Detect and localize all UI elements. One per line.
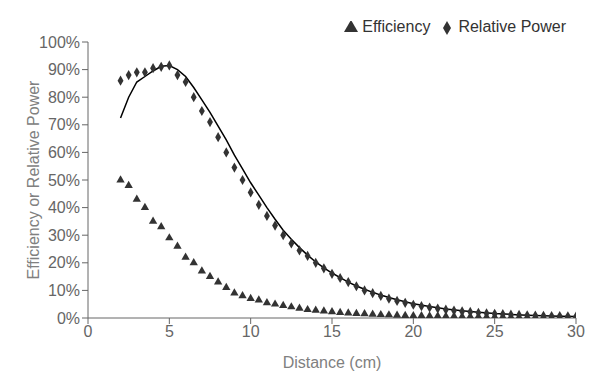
svg-text:0%: 0%	[57, 310, 80, 327]
svg-text:30%: 30%	[48, 227, 80, 244]
svg-text:Efficiency or Relative Power: Efficiency or Relative Power	[25, 80, 42, 280]
svg-text:70%: 70%	[48, 116, 80, 133]
html-text:Relative Power: Relative Power	[458, 18, 566, 35]
svg-text:10%: 10%	[48, 282, 80, 299]
svg-text:90%: 90%	[48, 61, 80, 78]
svg-text:0: 0	[84, 323, 93, 340]
svg-text:25: 25	[486, 323, 504, 340]
svg-text:60%: 60%	[48, 144, 80, 161]
svg-text:15: 15	[323, 323, 341, 340]
svg-text:Distance (cm): Distance (cm)	[283, 354, 382, 371]
svg-text:40%: 40%	[48, 199, 80, 216]
svg-text:50%: 50%	[48, 172, 80, 189]
svg-text:100%: 100%	[39, 34, 80, 51]
svg-text:80%: 80%	[48, 89, 80, 106]
svg-text:20: 20	[404, 323, 422, 340]
svg-text:10: 10	[242, 323, 260, 340]
svg-text:20%: 20%	[48, 254, 80, 271]
svg-text:30: 30	[567, 323, 585, 340]
html-text:Efficiency: Efficiency	[362, 18, 431, 35]
svg-text:5: 5	[165, 323, 174, 340]
